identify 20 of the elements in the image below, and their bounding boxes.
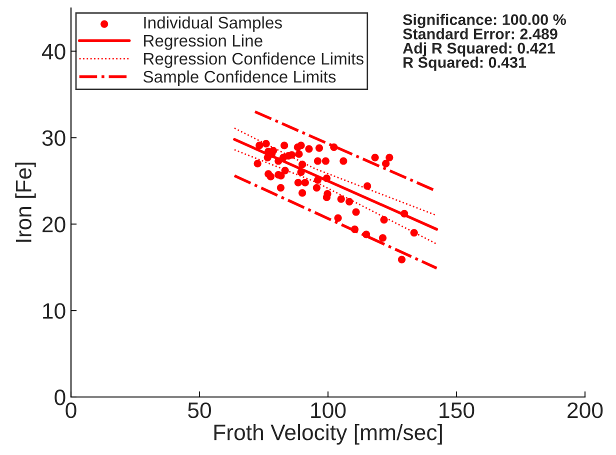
annotation: Adj R Squared: 0.421	[402, 42, 555, 57]
x-tick-label: 200	[568, 402, 603, 418]
legend-label: Individual Samples	[144, 16, 282, 32]
x-axis-title: Froth Velocity [mm/sec]	[214, 424, 442, 445]
x-tick-label: 100	[311, 402, 346, 418]
legend-label: Regression Line	[144, 34, 262, 50]
annotation: R Squared: 0.431	[404, 56, 526, 71]
x-tick-label: 0	[66, 402, 76, 418]
legend-label: Regression Confidence Limits	[144, 52, 364, 68]
y-tick-label: 30	[42, 130, 66, 146]
legend-label: Sample Confidence Limits	[143, 70, 336, 86]
y-axis-title: Iron [Fe]	[15, 162, 36, 242]
y-tick-label: 40	[42, 44, 66, 60]
annotation: Standard Error: 2.489	[402, 28, 558, 40]
annotation: Significance: 100.00 %	[402, 14, 566, 28]
y-tick-label: 10	[43, 303, 66, 319]
y-tick-label: 20	[42, 216, 66, 232]
x-tick-label: 150	[440, 402, 474, 418]
x-tick-label: 50	[188, 402, 211, 418]
y-tick-label: 0	[54, 390, 66, 406]
